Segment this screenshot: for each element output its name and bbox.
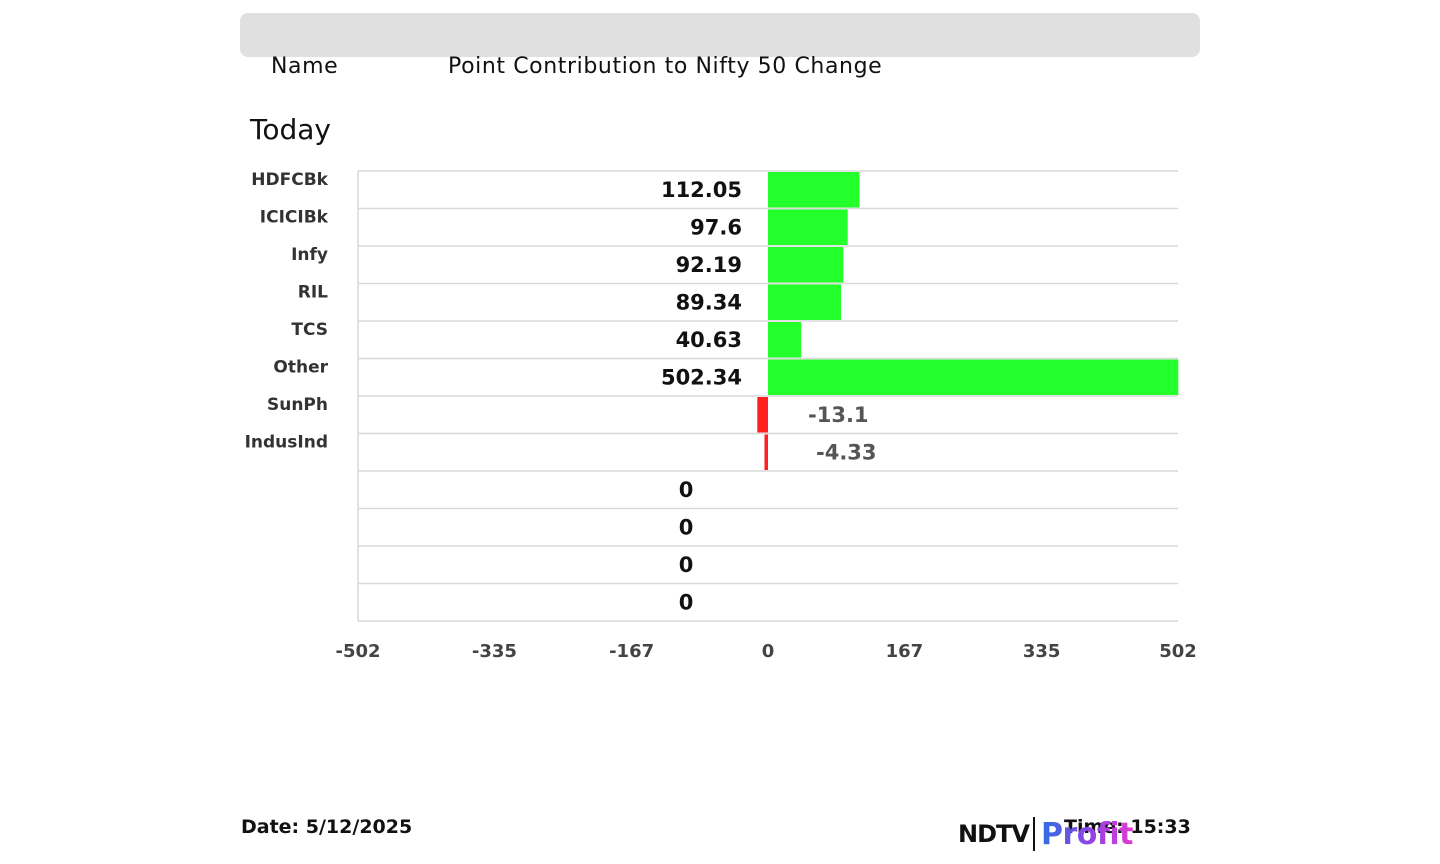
value-label: 0 (679, 553, 694, 577)
value-label: 112.05 (661, 178, 742, 202)
category-label: HDFCBk (251, 170, 328, 190)
logo-ndtv-text: NDTV (958, 820, 1030, 848)
category-label: RIL (298, 282, 328, 302)
data-bar (768, 247, 844, 283)
value-label: 97.6 (690, 215, 742, 239)
value-label: 40.63 (676, 328, 742, 352)
value-label: -4.33 (816, 440, 877, 464)
logo-divider (1032, 817, 1035, 851)
footer-time: Time: 15:33 (1064, 816, 1191, 838)
x-tick-label: 0 (762, 641, 775, 662)
data-bar (768, 172, 860, 208)
data-bar (768, 322, 802, 358)
category-label: Infy (291, 245, 328, 265)
value-label: 92.19 (676, 253, 742, 277)
name-column-header: Name (271, 54, 339, 79)
x-tick-label: 502 (1159, 641, 1197, 662)
category-label: TCS (291, 320, 328, 340)
value-label: -13.1 (808, 403, 869, 427)
x-tick-label: -502 (335, 641, 380, 662)
data-bar (757, 397, 768, 433)
contribution-bar-chart: HDFCBk 112.05 ICICIBk 97.6 Infy 92.19 RIL 89.34… (245, 170, 1197, 662)
value-label: 89.34 (676, 290, 742, 314)
data-bar (768, 284, 841, 320)
x-tick-label: -167 (609, 641, 654, 662)
x-tick-label: 335 (1023, 641, 1061, 662)
category-label: ICICIBk (260, 207, 329, 227)
x-tick-label: 167 (886, 641, 924, 662)
category-label: SunPh (267, 395, 328, 415)
footer-date: Date: 5/12/2025 (241, 816, 413, 838)
data-bar (764, 434, 768, 470)
value-label: 0 (679, 478, 694, 502)
x-tick-label: -335 (472, 641, 517, 662)
value-label: 0 (679, 515, 694, 539)
value-label: 0 (679, 590, 694, 614)
category-label: Other (273, 357, 328, 377)
value-label: 502.34 (661, 365, 742, 389)
category-label: IndusInd (245, 432, 328, 452)
chart-title: Point Contribution to Nifty 50 Change (448, 54, 883, 79)
header-bar (240, 13, 1200, 57)
period-label: Today (250, 113, 331, 146)
data-bar (768, 359, 1179, 395)
data-bar (768, 209, 848, 245)
logo-profit-text: Profit (1040, 816, 1134, 852)
ndtv-profit-logo: NDTV Profit (958, 814, 1134, 854)
